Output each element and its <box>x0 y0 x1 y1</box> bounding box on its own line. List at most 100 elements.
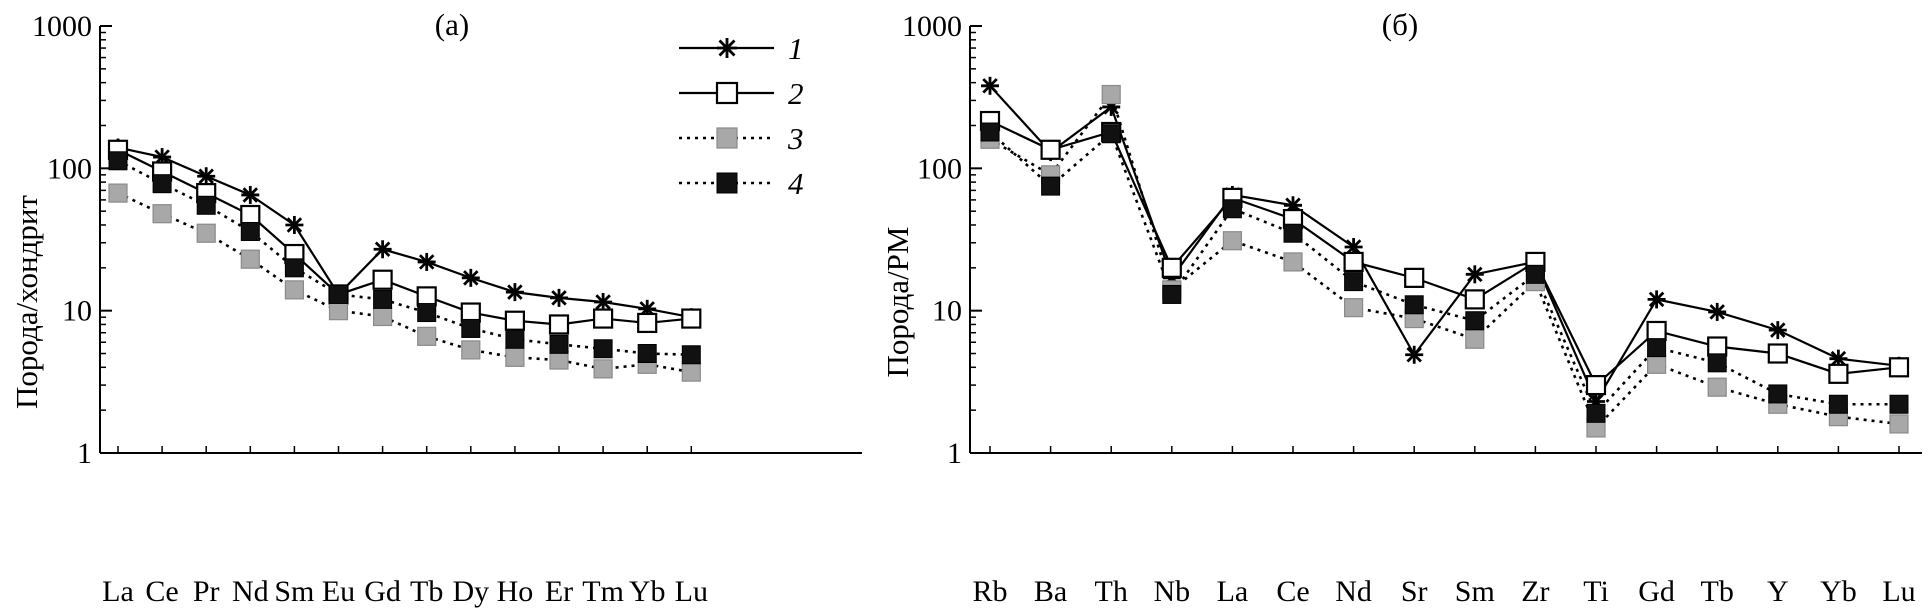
legend-label-4: 4 <box>788 166 804 201</box>
panel-label-b: (б) <box>1382 7 1418 42</box>
y-tick-label: 10 <box>932 295 962 328</box>
legend-marker-4 <box>716 172 738 194</box>
data-point-series-3 <box>1889 414 1909 434</box>
y-tick-label: 1000 <box>32 10 92 43</box>
legend-marker-2 <box>715 81 739 105</box>
data-point-series-4 <box>152 174 172 194</box>
data-point-series-2 <box>1343 251 1364 273</box>
data-point-series-4 <box>417 303 437 323</box>
data-point-series-4 <box>240 221 260 241</box>
data-point-series-1 <box>417 252 436 271</box>
legend-marker-1 <box>717 38 737 58</box>
data-point-series-4 <box>1344 272 1364 292</box>
data-point-series-2 <box>681 308 702 329</box>
x-tick-label: Yb <box>629 575 666 608</box>
data-point-series-3 <box>328 301 349 321</box>
data-point-series-1 <box>461 268 480 287</box>
x-tick-label: Tb <box>1701 575 1734 608</box>
data-point-series-1 <box>285 215 304 234</box>
data-point-series-2 <box>592 308 614 329</box>
data-point-series-2 <box>240 204 261 226</box>
x-tick-label: Eu <box>322 575 355 608</box>
data-point-series-1 <box>1465 265 1484 284</box>
x-tick-label: Tm <box>582 575 624 608</box>
x-tick-label: Lu <box>675 575 708 608</box>
x-tick-label: La <box>102 575 134 608</box>
data-point-series-1 <box>1768 321 1787 340</box>
data-point-series-3 <box>1343 298 1364 318</box>
data-point-series-2 <box>1888 357 1910 378</box>
data-point-series-2 <box>1040 139 1061 160</box>
y-tick-label: 1 <box>77 437 92 470</box>
data-point-series-2 <box>372 269 393 290</box>
x-tick-label: Gd <box>1638 575 1675 608</box>
y-axis-label-a: Порода/хондрит <box>9 195 44 409</box>
data-point-series-2 <box>1646 320 1667 342</box>
chart-panel-b: (б) Порода/PM 1 10 100 1000 Rb Ba Th Nb La Ce Nd Sr… <box>880 7 1922 608</box>
data-point-series-1 <box>594 293 613 312</box>
data-point-series-4 <box>1222 199 1242 219</box>
data-point-series-3 <box>593 359 613 379</box>
legend-label-3: 3 <box>787 121 804 156</box>
data-point-series-1 <box>241 185 260 204</box>
data-point-series-3 <box>1465 329 1485 349</box>
x-tick-label: Dy <box>452 575 489 608</box>
y-axis-label-b: Порода/PM <box>880 227 915 378</box>
data-point-series-3 <box>505 347 525 367</box>
x-tick-label: Pr <box>193 575 220 608</box>
data-point-series-3 <box>417 326 437 346</box>
data-point-series-2 <box>416 286 437 307</box>
data-point-series-4 <box>1707 353 1727 373</box>
series-line-3 <box>989 91 1900 431</box>
data-point-series-4 <box>1889 394 1909 414</box>
legend: 1 2 3 4 <box>679 31 804 201</box>
y-tick-label: 1 <box>947 437 962 470</box>
data-point-series-3 <box>1101 84 1121 105</box>
data-point-series-1 <box>197 167 216 186</box>
data-point-series-4 <box>1101 124 1121 144</box>
x-tick-label: Ho <box>497 575 534 608</box>
data-point-series-4 <box>373 289 393 309</box>
data-point-series-1 <box>1708 302 1727 321</box>
x-tick-label: Ce <box>1276 575 1309 608</box>
legend-label-2: 2 <box>788 76 804 111</box>
data-point-series-4 <box>108 151 128 171</box>
x-tick-label: Ba <box>1034 575 1067 608</box>
data-point-series-3 <box>1646 354 1667 374</box>
panel-label-a: (а) <box>435 7 469 42</box>
x-tick-label: Sm <box>274 575 314 608</box>
x-tick-label: Yb <box>1820 575 1857 608</box>
x-tick-label: Y <box>1767 575 1789 608</box>
data-point-series-4 <box>329 284 348 304</box>
data-point-series-2 <box>1585 374 1607 396</box>
x-tick-label: Nd <box>232 575 269 608</box>
data-point-series-3 <box>373 306 393 327</box>
x-tick-label: Th <box>1095 575 1128 608</box>
data-point-series-2 <box>1707 336 1728 357</box>
data-point-series-1 <box>505 283 524 302</box>
data-point-series-3 <box>240 249 260 269</box>
data-point-series-4 <box>1162 284 1182 304</box>
data-point-series-1 <box>373 240 392 259</box>
data-point-series-4 <box>1647 338 1667 358</box>
data-point-series-3 <box>108 183 128 203</box>
data-point-series-4 <box>196 195 216 215</box>
data-point-series-4 <box>980 122 1000 142</box>
series-line-1 <box>989 85 1900 404</box>
x-tick-label: Sr <box>1401 575 1428 608</box>
data-point-series-4 <box>549 334 569 354</box>
data-point-series-2 <box>1767 343 1788 364</box>
data-point-series-4 <box>1828 394 1848 414</box>
x-tick-label: Nd <box>1335 575 1372 608</box>
data-point-series-2 <box>460 302 481 323</box>
data-point-series-3 <box>681 362 701 382</box>
x-tick-label: Ti <box>1583 575 1609 608</box>
data-point-series-2 <box>637 312 658 334</box>
data-point-series-4 <box>593 339 613 359</box>
y-tick-label: 100 <box>47 152 92 185</box>
data-point-series-4 <box>1404 295 1424 315</box>
y-tick-label: 1000 <box>902 10 962 43</box>
data-point-series-2 <box>1404 267 1425 288</box>
x-tick-label: Ce <box>145 575 178 608</box>
